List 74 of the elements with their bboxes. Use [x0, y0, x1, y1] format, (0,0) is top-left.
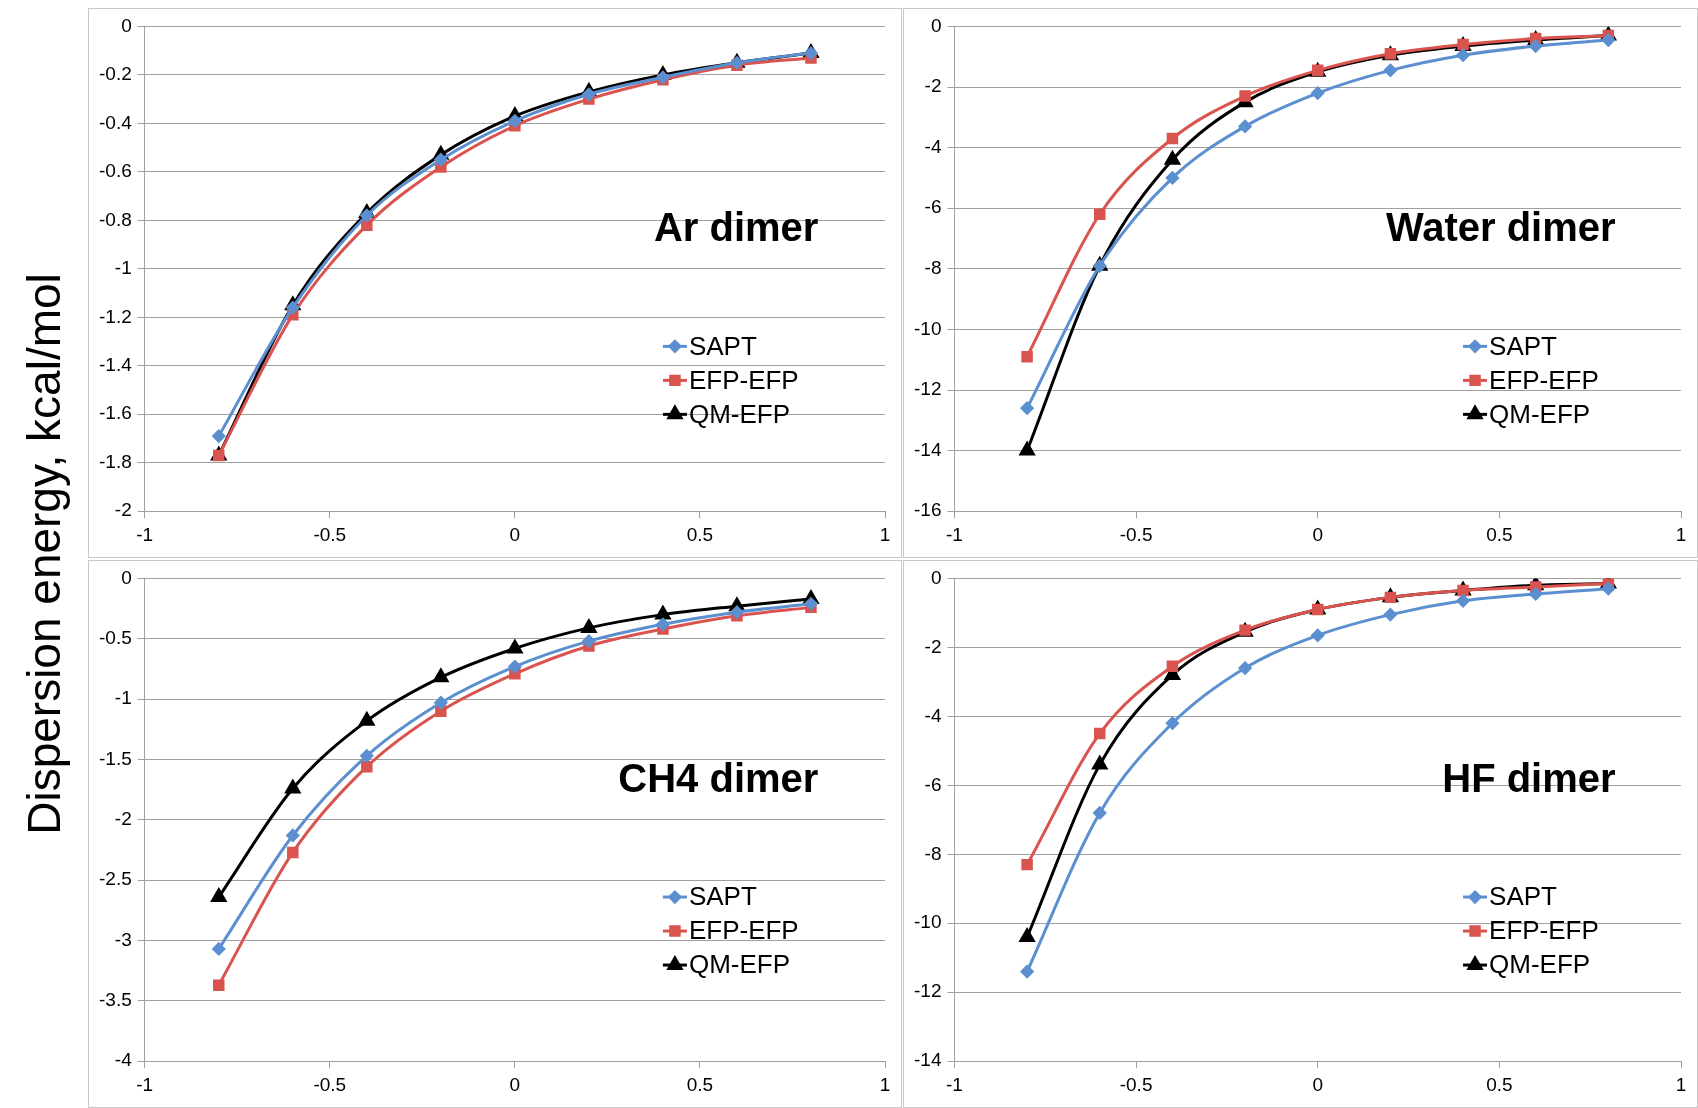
y-tick-label: -0.5: [98, 626, 132, 648]
x-tick-label: -0.5: [1119, 1073, 1153, 1095]
x-tick-label: -1: [946, 523, 963, 545]
y-tick-label: -0.2: [98, 63, 132, 85]
legend-label: SAPT: [688, 330, 757, 361]
y-tick-label: -1.4: [98, 353, 133, 375]
y-tick-label: -8: [924, 842, 942, 864]
legend-label: QM-EFP: [1489, 949, 1591, 980]
y-tick-label: 0: [121, 566, 132, 588]
x-tick-label: 0: [509, 1073, 521, 1095]
y-tick-label: -10: [913, 911, 942, 933]
x-tick-label: 0: [1312, 1073, 1324, 1095]
legend-label: QM-EFP: [688, 398, 791, 429]
x-tick-label: 1: [1675, 523, 1687, 545]
text: CH4 dimer: [618, 756, 819, 801]
legend-label: EFP-EFP: [1489, 364, 1599, 395]
y-tick-label: -2: [924, 635, 942, 657]
y-tick-label: -16: [913, 499, 942, 521]
y-tick-label: -4: [924, 704, 942, 726]
y-tick-label: -2: [114, 499, 132, 521]
y-tick-label: -14: [913, 1049, 942, 1071]
y-tick-label: -2: [114, 808, 132, 830]
y-tick-label: -1: [114, 257, 132, 279]
legend-label: SAPT: [1489, 881, 1558, 912]
y-tick-label: -12: [913, 980, 942, 1002]
y-tick-label: -3.5: [98, 989, 132, 1011]
x-tick-label: -0.5: [313, 523, 347, 545]
y-tick-label: -1.2: [98, 305, 132, 327]
y-axis-title: Dispersion energy, kcal/mol: [17, 273, 71, 835]
text: Ar dimer: [653, 205, 819, 250]
y-tick-label: -10: [913, 317, 942, 339]
x-tick-label: 0: [509, 523, 521, 545]
y-tick-label: 0: [930, 14, 942, 36]
legend-label: EFP-EFP: [1489, 915, 1599, 946]
x-tick-label: -1: [136, 523, 154, 545]
legend-label: QM-EFP: [688, 949, 791, 980]
y-tick-label: -0.8: [98, 208, 132, 230]
y-tick-label: -4: [114, 1049, 133, 1071]
y-tick-label: -3: [114, 928, 132, 950]
legend-label: EFP-EFP: [688, 364, 799, 395]
y-tick-label: -1.8: [98, 450, 132, 472]
y-tick-label: -2: [924, 75, 942, 97]
y-tick-label: -8: [924, 257, 942, 279]
y-tick-label: -1.5: [98, 747, 132, 769]
x-tick-label: 0: [1312, 523, 1324, 545]
x-tick-label: 0.5: [686, 523, 714, 545]
x-tick-label: 0.5: [1486, 523, 1513, 545]
text: Water dimer: [1385, 205, 1616, 250]
x-tick-label: -0.5: [1119, 523, 1153, 545]
x-tick-label: 1: [1675, 1073, 1687, 1095]
x-tick-label: 1: [879, 523, 891, 545]
legend-label: QM-EFP: [1489, 398, 1591, 429]
legend-label: SAPT: [688, 881, 757, 912]
text: HF dimer: [1442, 756, 1616, 801]
y-tick-label: -2.5: [98, 868, 132, 890]
x-tick-label: -1: [136, 1073, 154, 1095]
y-tick-label: -6: [924, 773, 942, 795]
y-tick-label: -6: [924, 196, 942, 218]
y-tick-label: -1: [114, 687, 132, 709]
y-tick-label: -14: [913, 438, 942, 460]
y-tick-label: -4: [924, 135, 942, 157]
legend-label: SAPT: [1489, 330, 1558, 361]
x-tick-label: 0.5: [1486, 1073, 1513, 1095]
y-tick-label: 0: [121, 14, 132, 36]
x-tick-label: -0.5: [313, 1073, 347, 1095]
x-tick-label: -1: [946, 1073, 963, 1095]
legend-label: EFP-EFP: [688, 915, 799, 946]
x-tick-label: 1: [879, 1073, 891, 1095]
y-tick-label: 0: [930, 566, 942, 588]
y-tick-label: -1.6: [98, 402, 132, 424]
x-tick-label: 0.5: [686, 1073, 714, 1095]
y-tick-label: -0.4: [98, 111, 133, 133]
y-tick-label: -12: [913, 378, 942, 400]
y-tick-label: -0.6: [98, 160, 132, 182]
